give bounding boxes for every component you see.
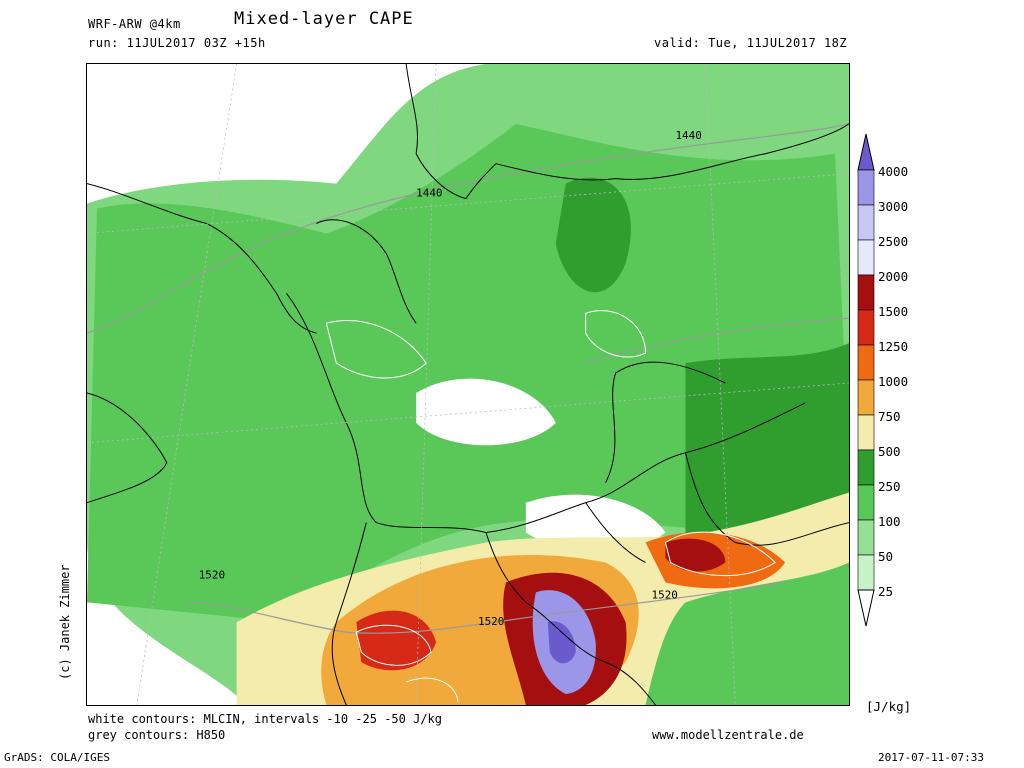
h850-contour [87,123,849,334]
map-panel: 1440 1440 1520 1520 1520 [86,63,850,706]
colorbar-level-label: 4000 [878,164,909,179]
cape-field-red-east [665,538,726,572]
colorbar-level-label: 750 [878,409,901,424]
timestamp: 2017-07-11-07:33 [878,751,984,764]
grads-credit: GrADS: COLA/IGES [4,751,110,764]
colorbar-top-arrow [857,133,875,171]
colorbar [857,133,875,627]
country-border [286,292,806,603]
h850-label: 1440 [416,187,442,200]
colorbar-bottom-arrow [857,589,875,627]
colorbar-box [857,169,875,206]
cape-field-green-se [645,562,849,705]
colorbar-level-label: 100 [878,514,901,529]
mlcin-contour [355,624,432,666]
coastline [495,123,849,181]
h850-label: 1520 [652,588,678,601]
mlcin-contour [405,677,459,703]
colorbar-level-label: 3000 [878,199,909,214]
colorbar-box [857,309,875,346]
h850-contour [585,317,849,364]
colorbar-box [857,519,875,556]
colorbar-level-label: 2000 [878,269,909,284]
colorbar-box [857,239,875,276]
colorbar-level-label: 1000 [878,374,909,389]
mlcin-contour [325,320,427,379]
h850-label: 1520 [199,568,225,581]
h850-legend: grey contours: H850 [88,728,226,742]
country-border [331,452,849,705]
coastline [87,183,417,334]
colorbar-level-label: 25 [878,584,894,599]
colorbar-box [857,204,875,241]
low-cape-patch [87,100,237,156]
colorbar-level-label: 1500 [878,304,909,319]
low-cape-patch [525,494,666,552]
colorbar-box [857,379,875,416]
colorbar-level-label: 50 [878,549,894,564]
map-title: Mixed-layer CAPE [234,9,414,29]
run-label: run: 11JUL2017 03Z +15h [88,36,266,50]
colorbar-level-label: 500 [878,444,901,459]
low-cape-patch [416,378,556,446]
mlcin-legend: white contours: MLCIN, intervals -10 -25… [88,712,443,726]
colorbar-box [857,484,875,521]
h850-contour [186,581,786,634]
colorbar-level-label: 2500 [878,234,909,249]
credit-label: (c) Janek Zimmer [58,564,72,680]
cape-map: 1440 1440 1520 1520 1520 [87,64,849,705]
model-label: WRF-ARW @4km [88,17,181,31]
low-cape-patch [87,64,347,114]
graticule-line [87,64,849,705]
colorbar-box [857,344,875,381]
colorbar-box [857,554,875,591]
h850-label: 1520 [478,615,504,628]
colorbar-level-label: 250 [878,479,901,494]
h850-label: 1440 [675,129,701,142]
mlcin-contour [664,531,776,577]
coastline [405,64,497,200]
colorbar-box [857,274,875,311]
coastline [87,392,168,504]
colorbar-box [857,414,875,451]
valid-label: valid: Tue, 11JUL2017 18Z [654,36,848,50]
cape-field-purple [547,621,576,664]
mlcin-contour [585,310,647,358]
colorbar-unit: [J/kg] [866,699,912,714]
country-border [525,502,656,705]
cape-field-dark-north [555,177,631,293]
cape-field-mid [87,123,849,623]
colorbar-level-label: 1250 [878,339,909,354]
site-link[interactable]: www.modellzentrale.de [652,728,804,742]
colorbar-box [857,449,875,486]
